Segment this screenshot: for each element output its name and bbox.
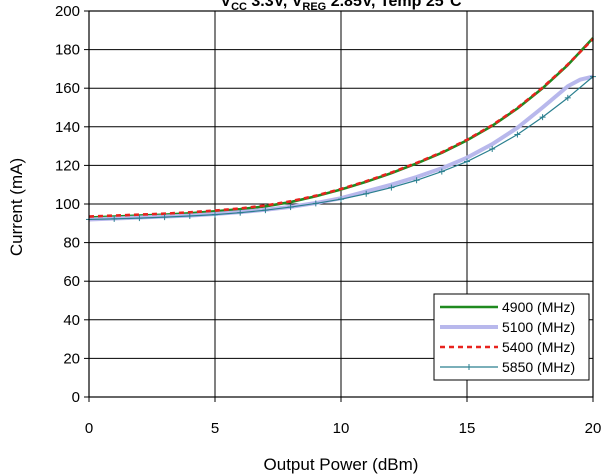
point-marker: [363, 190, 370, 197]
point-marker: [237, 209, 244, 216]
chart-title-text: VCC 3.3V, VREG 2.85V, Temp 25°C: [220, 0, 462, 13]
series-line-5400: [88, 38, 594, 218]
y-tick-label: 40: [63, 312, 80, 329]
point-marker: [464, 158, 470, 165]
chart-title: VCC 3.3V, VREG 2.85V, Temp 25°C: [220, 0, 462, 13]
point-marker: [413, 177, 420, 184]
point-marker: [186, 212, 193, 219]
y-tick-label: 60: [63, 273, 80, 290]
y-tick-label: 120: [55, 157, 80, 174]
legend-box: [433, 293, 590, 381]
y-axis-label: Current (mA): [7, 158, 26, 256]
point-marker: [212, 211, 218, 218]
tick-labels: 0 20 40 60 80 100 120 140 160 180 200 0 5 10 15 20: [55, 3, 601, 437]
axes: [84, 10, 594, 402]
point-marker: [514, 131, 521, 138]
legend: 4900 (MHz) 5100 (MHz) 5400 (MHz) 5850 (MHz): [433, 293, 590, 381]
legend-label: 5850 (MHz): [502, 359, 575, 375]
legend-label: 5100 (MHz): [502, 319, 575, 335]
point-marker: [438, 168, 445, 175]
point-marker: [489, 145, 496, 152]
x-tick-label: 10: [333, 420, 350, 437]
point-marker: [262, 207, 269, 214]
x-tick-label: 0: [85, 420, 93, 437]
legend-label: 4900 (MHz): [502, 299, 575, 315]
point-marker: [388, 184, 395, 191]
point-marker: [287, 204, 294, 211]
y-tick-label: 0: [72, 389, 80, 406]
y-tick-label: 80: [63, 235, 80, 252]
point-marker: [539, 114, 546, 121]
x-axis-label: Output Power (dBm): [264, 455, 419, 474]
series-lines: [86, 37, 596, 223]
y-tick-label: 20: [63, 350, 80, 367]
x-tick-label: 15: [459, 420, 476, 437]
y-tick-label: 140: [55, 119, 80, 136]
y-tick-label: 160: [55, 80, 80, 97]
point-marker: [312, 200, 319, 207]
y-tick-label: 180: [55, 42, 80, 59]
x-tick-label: 5: [211, 420, 219, 437]
legend-label: 5400 (MHz): [502, 339, 575, 355]
x-tick-label: 20: [585, 420, 602, 437]
y-tick-label: 200: [55, 3, 80, 20]
y-tick-label: 100: [55, 196, 80, 213]
point-marker: [564, 94, 571, 101]
point-marker: [338, 196, 344, 203]
point-marker: [136, 215, 143, 222]
point-marker: [161, 214, 168, 221]
point-marker: [111, 215, 118, 222]
